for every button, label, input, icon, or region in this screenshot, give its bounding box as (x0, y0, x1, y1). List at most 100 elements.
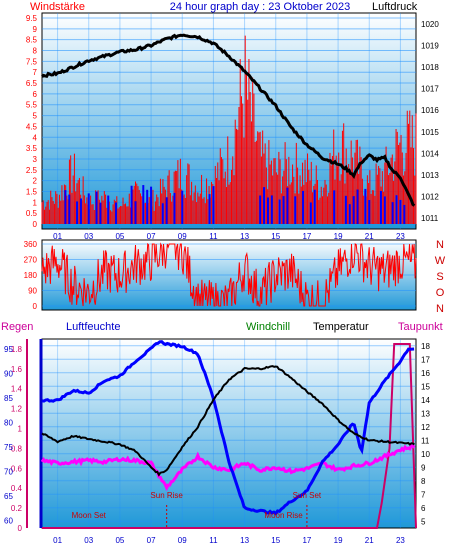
wind-direction-tick-labels: 0 90 180 270 360 (24, 240, 38, 311)
hour-tick: 19 (334, 232, 343, 241)
wind-strength-tick: 0 (33, 220, 38, 229)
humidity-tick: 80 (4, 418, 13, 427)
hour-tick: 23 (396, 232, 405, 241)
event-label: Sun Rise (150, 491, 183, 500)
rain-tick: 0.2 (11, 504, 23, 513)
rain-tick-labels: 0 0.2 0.4 0.6 0.8 1 1.2 1.4 1.6 1.8 (11, 345, 23, 533)
wind-strength-axis-title: Windstärke (30, 1, 85, 13)
rain-tick: 0.4 (11, 484, 23, 493)
wind-strength-tick: 5 (33, 112, 38, 121)
legend: Regen Luftfeuchte Windchill Temperatur Taupu… (1, 321, 443, 333)
event-label: Moon Set (72, 511, 107, 520)
hour-tick: 23 (396, 536, 405, 545)
temperature-tick: 14 (421, 396, 430, 405)
hour-tick-labels-bottom: 01 03 05 07 09 11 13 15 17 19 21 23 (53, 536, 405, 545)
hour-tick: 01 (53, 536, 62, 545)
wind-direction-tick: 90 (28, 287, 37, 296)
pressure-tick: 1016 (421, 106, 439, 115)
humidity-tick: 85 (4, 394, 13, 403)
dew-point-series-line (40, 443, 416, 492)
wind-strength-tick: 8.5 (26, 36, 38, 45)
wind-strength-tick: 2.5 (26, 166, 38, 175)
temperature-tick: 15 (421, 382, 430, 391)
rain-series-line (42, 343, 417, 529)
humidity-tick: 65 (4, 492, 13, 501)
wind-strength-tick-labels: 0 0.5 1 1.52 2.5 3 3.5 4 4.55 5.5 6 6.5 7 7.58 8.5 9 9.5 (26, 14, 38, 229)
wind-pressure-panel: Windstärke 24 hour graph day : 23 Oktobe… (26, 1, 439, 241)
wind-strength-tick: 4.5 (26, 122, 38, 131)
wind-direction-tick: 360 (24, 240, 38, 249)
wind-strength-tick: 9.5 (26, 14, 38, 23)
temperature-tick: 18 (421, 342, 430, 351)
hour-tick: 19 (334, 536, 343, 545)
wind-direction-tick: 0 (33, 302, 38, 311)
pressure-tick: 1012 (421, 193, 439, 202)
compass-label: S (436, 271, 443, 283)
wind-strength-tick: 1.5 (26, 187, 38, 196)
event-label: Sun Set (293, 491, 322, 500)
rain-tick: 0 (18, 524, 23, 533)
hour-tick: 11 (209, 232, 218, 241)
pressure-axis-title: Luftdruck (372, 1, 418, 13)
temperature-humidity-panel: Regen Luftfeuchte Windchill Temperatur Taupu… (1, 321, 443, 545)
rain-tick: 1.2 (11, 405, 23, 414)
rain-tick: 1.6 (11, 365, 23, 374)
rain-tick: 1 (18, 425, 23, 434)
pressure-tick: 1015 (421, 128, 439, 137)
wind-strength-tick: 1 (33, 198, 38, 207)
wind-strength-tick: 2 (33, 177, 38, 186)
wind-direction-tick: 270 (24, 256, 38, 265)
hour-tick: 03 (84, 232, 93, 241)
temperature-tick: 5 (421, 517, 426, 526)
humidity-tick: 90 (4, 369, 13, 378)
temperature-tick: 12 (421, 423, 430, 432)
hour-tick: 13 (240, 232, 249, 241)
humidity-series-line (41, 340, 415, 516)
rain-tick: 1.4 (11, 385, 23, 394)
hour-tick: 05 (115, 232, 124, 241)
legend-entry: Luftfeuchte (66, 321, 120, 333)
compass-label: N (436, 239, 444, 251)
wind-direction-tick: 180 (24, 271, 38, 280)
wind-strength-tick: 5.5 (26, 101, 38, 110)
sun-moon-event-markers: Moon Set Sun Rise Sun Set Moon Rise (72, 491, 322, 528)
humidity-tick: 70 (4, 468, 13, 477)
temperature-tick: 10 (421, 450, 430, 459)
temperature-tick: 13 (421, 409, 430, 418)
compass-label: W (435, 255, 446, 267)
pressure-tick-labels: 1011 1012 1013 1014 1015 1016 1017 1018 1019 1020 (421, 20, 439, 223)
hour-tick: 17 (302, 232, 311, 241)
hour-tick: 09 (178, 536, 187, 545)
wind-strength-tick: 6 (33, 90, 38, 99)
rain-tick: 0.6 (11, 464, 23, 473)
hour-tick: 13 (240, 536, 249, 545)
hour-tick: 05 (115, 536, 124, 545)
legend-entry: Taupunkt (398, 321, 443, 333)
pressure-tick: 1013 (421, 171, 439, 180)
legend-entry: Temperatur (313, 321, 369, 333)
temperature-tick: 6 (421, 504, 426, 513)
wind-strength-tick: 3 (33, 155, 38, 164)
temperature-tick: 16 (421, 369, 430, 378)
temperature-humidity-plot-area (41, 338, 417, 529)
humidity-tick: 95 (4, 345, 13, 354)
hour-tick: 01 (53, 232, 62, 241)
compass-label: O (436, 287, 445, 299)
wind-strength-tick: 9 (33, 25, 38, 34)
hour-tick: 07 (147, 536, 156, 545)
legend-entry: Regen (1, 321, 33, 333)
pressure-tick: 1011 (421, 214, 439, 223)
hour-tick: 15 (271, 536, 280, 545)
pressure-tick: 1017 (421, 85, 439, 94)
wind-direction-series-line (41, 242, 417, 307)
pressure-tick: 1019 (421, 41, 439, 50)
hour-tick: 07 (147, 232, 156, 241)
temperature-tick: 9 (421, 463, 426, 472)
hour-tick: 15 (271, 232, 280, 241)
rain-tick: 0.8 (11, 444, 23, 453)
temperature-tick-labels: 5 6 7 8 9 10 11 12 13 14 15 16 17 18 (421, 342, 430, 527)
humidity-tick: 75 (4, 443, 13, 452)
